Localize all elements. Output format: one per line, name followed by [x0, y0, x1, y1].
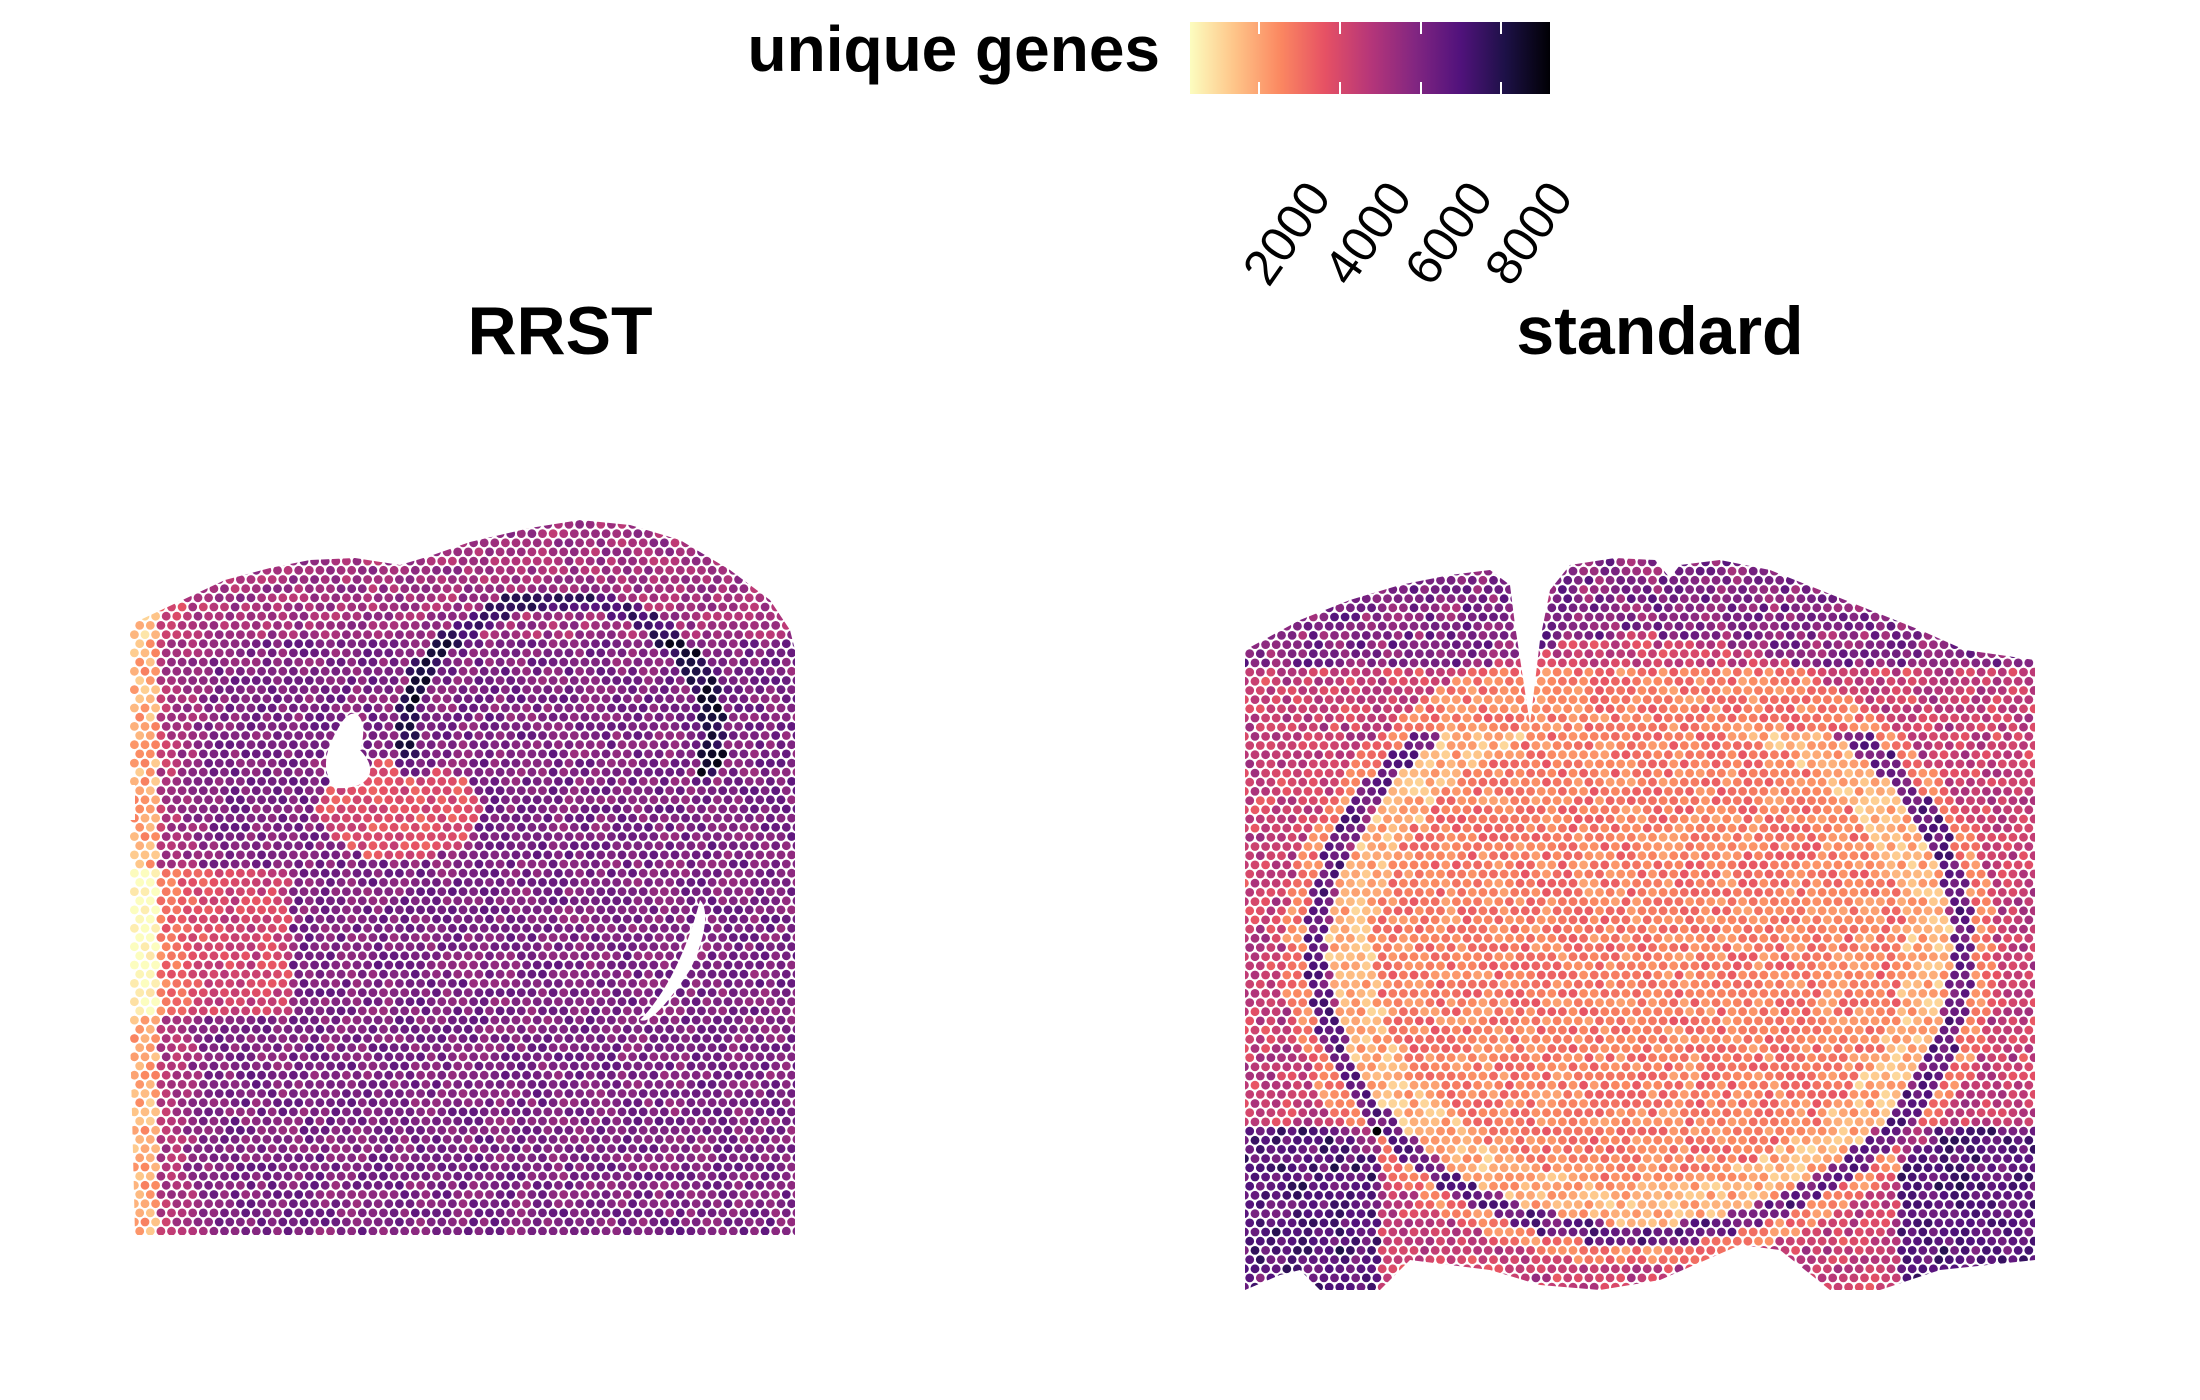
legend-title: unique genes [747, 13, 1161, 85]
spot-map-rrst [130, 520, 795, 1235]
colorbar-tick-mark [1500, 22, 1503, 34]
colorbar-tick-mark [1338, 22, 1341, 34]
panel-title-standard: standard [1516, 293, 1804, 369]
colorbar [1190, 22, 1550, 94]
colorbar-tick-mark [1257, 82, 1260, 94]
colorbar-tick-label: 8000 [1474, 171, 1584, 295]
colorbar-tick-mark [1500, 82, 1503, 94]
colorbar-tick-label: 2000 [1231, 171, 1342, 295]
colorbar-tick-mark [1419, 82, 1422, 94]
colorbar-tick-mark [1338, 82, 1341, 94]
colorbar-tick-mark [1419, 22, 1422, 34]
panel-title-rrst: RRST [467, 293, 653, 369]
colorbar-tick-mark [1257, 22, 1260, 34]
spot-map-standard [1245, 558, 2035, 1290]
colorbar-tick-label: 4000 [1312, 171, 1423, 295]
colorbar-tick-label: 6000 [1393, 171, 1504, 295]
